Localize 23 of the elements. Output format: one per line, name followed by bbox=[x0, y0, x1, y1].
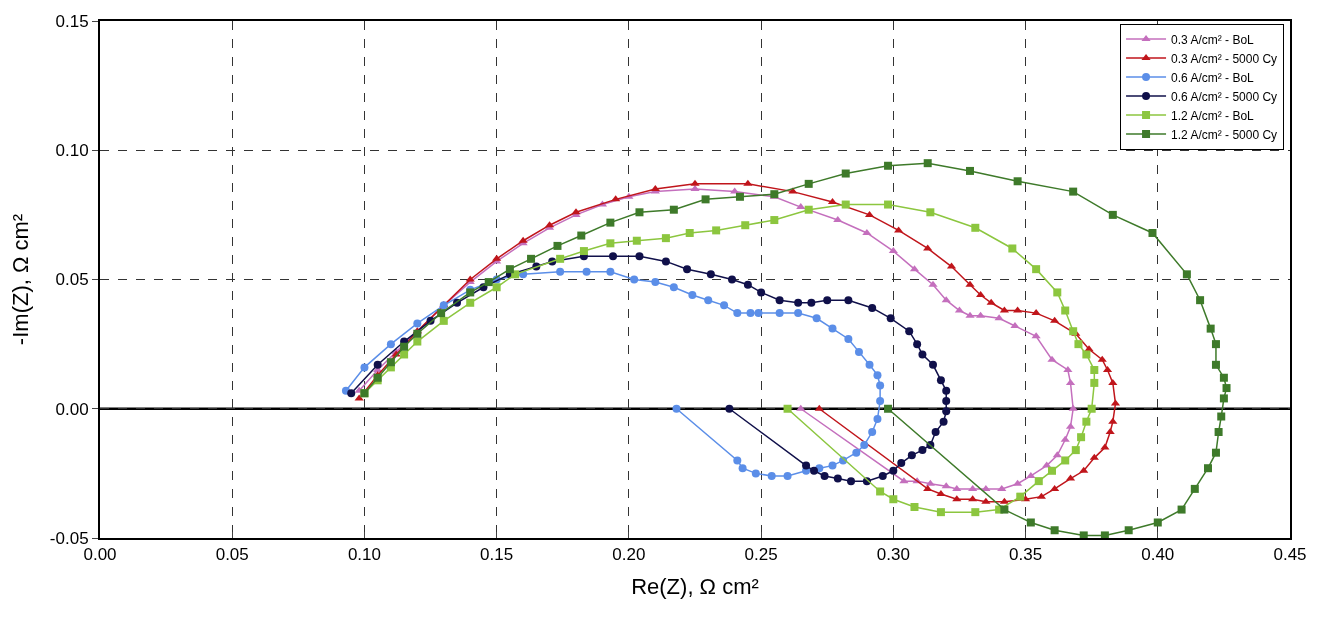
y-tick-label: 0.15 bbox=[55, 11, 89, 31]
legend-label: 0.3 A/cm² - 5000 Cy bbox=[1171, 51, 1278, 66]
x-tick-label: 0.20 bbox=[612, 545, 646, 565]
x-tick-label: 0.40 bbox=[1141, 545, 1175, 565]
y-axis-title: -Im(Z), Ω cm² bbox=[8, 213, 34, 346]
x-tick-label: 0.25 bbox=[744, 545, 778, 565]
x-tick-label: 0.05 bbox=[215, 545, 249, 565]
legend-label: 1.2 A/cm² - BoL bbox=[1171, 108, 1255, 123]
x-tick-label: 0.45 bbox=[1273, 545, 1307, 565]
y-tick-label: 0.10 bbox=[55, 141, 89, 161]
legend-label: 0.3 A/cm² - BoL bbox=[1171, 32, 1255, 47]
x-tick-label: 0.15 bbox=[480, 545, 514, 565]
legend-label: 0.6 A/cm² - BoL bbox=[1171, 70, 1255, 85]
x-tick-label: 0.00 bbox=[83, 545, 117, 565]
x-tick-label: 0.30 bbox=[876, 545, 910, 565]
legend-label: 0.6 A/cm² - 5000 Cy bbox=[1171, 89, 1278, 104]
y-tick-label: 0.00 bbox=[55, 399, 89, 419]
legend-label: 1.2 A/cm² - 5000 Cy bbox=[1171, 127, 1278, 142]
x-tick-label: 0.35 bbox=[1009, 545, 1043, 565]
y-tick-label: -0.05 bbox=[49, 528, 89, 548]
x-axis-title: Re(Z), Ω cm² bbox=[631, 573, 759, 599]
y-tick-label: 0.05 bbox=[55, 270, 89, 290]
x-tick-label: 0.10 bbox=[347, 545, 381, 565]
